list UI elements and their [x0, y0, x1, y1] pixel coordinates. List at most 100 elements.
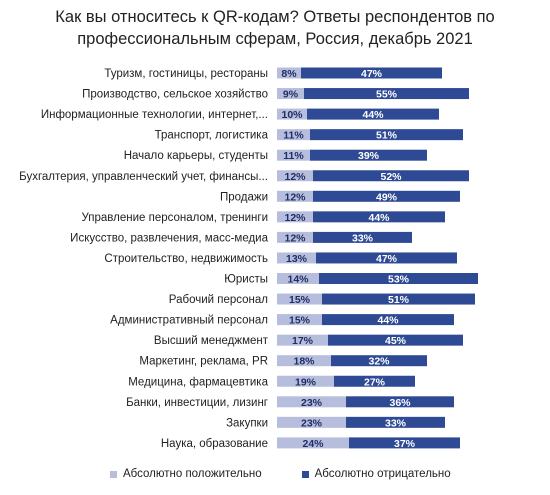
value-label-positive: 11% [283, 130, 304, 142]
bar-positive [277, 355, 331, 367]
category-label: Высший менеджмент [154, 335, 269, 347]
bar-positive [277, 211, 313, 223]
value-label-positive: 15% [289, 294, 311, 306]
bar-negative [322, 314, 454, 326]
chart-title: Как вы относитесь к QR-кодам? Ответы рес… [55, 8, 495, 48]
value-label-negative: 36% [389, 397, 411, 409]
bar-positive [277, 334, 328, 346]
category-label: Маркетинг, реклама, PR [139, 356, 268, 368]
bar-negative [334, 375, 415, 387]
bar-negative [313, 170, 469, 182]
bar-positive [277, 231, 313, 243]
value-label-negative: 52% [380, 171, 402, 183]
bar-negative [346, 416, 445, 428]
value-label-negative: 47% [376, 253, 398, 265]
value-label-negative: 39% [358, 150, 380, 162]
bar-negative [310, 129, 463, 141]
bar-positive [277, 88, 304, 100]
value-label-negative: 47% [361, 68, 383, 80]
bar-positive [277, 129, 310, 141]
bar-positive [277, 108, 307, 120]
value-label-negative: 51% [388, 294, 410, 306]
bar-negative [313, 211, 445, 223]
value-label-positive: 23% [301, 417, 323, 429]
value-label-positive: 13% [286, 253, 308, 265]
value-label-positive: 12% [284, 212, 306, 224]
category-label: Искусство, развлечения, масс-медиа [70, 232, 268, 244]
value-label-negative: 33% [352, 232, 374, 244]
bar-positive [277, 314, 322, 326]
bar-negative [319, 273, 478, 284]
bar-negative [349, 437, 460, 449]
value-label-negative: 45% [385, 335, 407, 347]
value-label-negative: 51% [376, 130, 398, 142]
value-label-positive: 9% [283, 89, 299, 101]
value-label-negative: 53% [388, 274, 410, 286]
value-label-positive: 19% [295, 376, 317, 388]
value-label-negative: 37% [394, 438, 416, 450]
value-label-positive: 18% [293, 356, 315, 368]
bar-positive [277, 67, 301, 79]
legend-label-negative: Абсолютно отрицательно [314, 468, 451, 480]
value-label-negative: 49% [376, 191, 398, 203]
category-label: Производство, сельское хозяйство [82, 89, 268, 101]
value-label-positive: 17% [292, 335, 314, 347]
value-label-negative: 55% [376, 89, 398, 101]
value-label-negative: 33% [385, 417, 407, 429]
bar-negative [307, 108, 439, 120]
category-label: Строительство, недвижимость [104, 253, 268, 265]
value-label-positive: 12% [284, 191, 306, 203]
legend: Абсолютно положительно Абсолютно отрицат… [110, 468, 451, 480]
category-label: Управление персоналом, тренинги [82, 212, 269, 224]
bar-positive [277, 416, 346, 428]
bar-negative [313, 231, 412, 243]
value-label-negative: 27% [364, 376, 386, 388]
value-label-positive: 14% [287, 274, 309, 286]
bar-negative [316, 252, 457, 264]
bar-negative [328, 334, 463, 346]
category-label: Закупки [226, 417, 268, 429]
value-label-positive: 12% [284, 171, 306, 183]
bar-negative [331, 355, 427, 367]
category-label: Наука, образование [161, 438, 268, 450]
category-label: Информационные технологии, интернет,... [41, 109, 268, 121]
category-label: Транспорт, логистика [155, 130, 269, 142]
legend-item-positive: Абсолютно положительно [110, 468, 262, 480]
category-label: Банки, инвестиции, лизинг [126, 397, 268, 409]
category-label: Медицина, фармацевтика [128, 376, 268, 388]
category-label: Туризм, гостиницы, рестораны [104, 68, 268, 80]
category-label: Рабочий персонал [169, 294, 268, 306]
bar-positive [277, 396, 346, 408]
bar-positive [277, 437, 349, 449]
bar-positive [277, 170, 313, 182]
legend-swatch-positive [110, 470, 117, 478]
category-label: Бухгалтерия, управленческий учет, финанс… [19, 171, 268, 183]
category-label: Продажи [220, 191, 268, 203]
value-label-negative: 44% [368, 212, 390, 224]
legend-label-positive: Абсолютно положительно [123, 468, 262, 480]
legend-item-negative: Абсолютно отрицательно [301, 468, 451, 480]
bar-negative [313, 190, 460, 202]
bar-negative [322, 293, 475, 305]
bar-negative [301, 67, 442, 79]
value-label-positive: 10% [281, 109, 303, 121]
category-label: Начало карьеры, студенты [124, 150, 268, 162]
bar-positive [277, 149, 310, 161]
category-label: Юристы [224, 274, 268, 286]
value-label-negative: 32% [368, 356, 390, 368]
value-label-positive: 15% [289, 315, 311, 327]
bar-negative [310, 149, 427, 161]
value-label-negative: 44% [377, 315, 399, 327]
value-label-positive: 12% [284, 232, 306, 244]
value-label-positive: 11% [283, 150, 304, 162]
value-label-negative: 44% [362, 109, 384, 121]
bar-positive [277, 273, 319, 284]
category-label: Административный персонал [110, 315, 268, 327]
value-label-positive: 23% [301, 397, 323, 409]
bar-negative [304, 88, 469, 100]
legend-swatch-negative [301, 470, 309, 478]
value-label-positive: 8% [281, 68, 297, 80]
bar-positive [277, 293, 322, 305]
bar-positive [277, 252, 316, 264]
